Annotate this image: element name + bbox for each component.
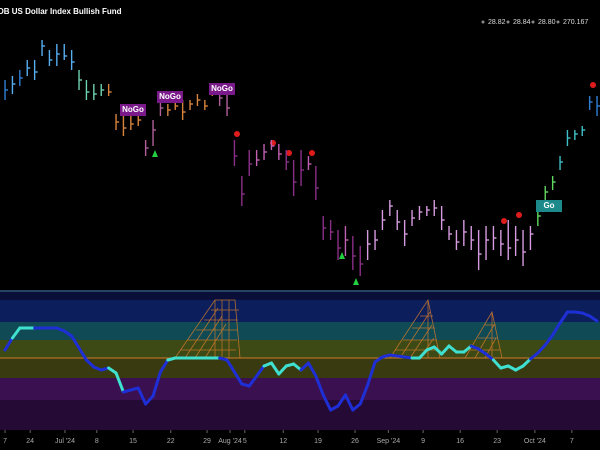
oscillator-segment bbox=[292, 362, 303, 372]
x-tick-label: 26 bbox=[351, 438, 359, 445]
annotation-box bbox=[209, 83, 235, 95]
quote-low: 28.80 bbox=[538, 19, 556, 26]
oscillator-segment bbox=[10, 326, 22, 340]
annotation-box bbox=[120, 104, 146, 116]
x-tick-label: 5 bbox=[243, 438, 247, 445]
oscillator-segment bbox=[358, 383, 370, 406]
band bbox=[0, 322, 600, 340]
annotation: NoGo bbox=[211, 84, 233, 93]
oscillator-segment bbox=[491, 358, 503, 370]
x-tick-label: 23 bbox=[493, 438, 501, 445]
x-tick-label: 9 bbox=[421, 438, 425, 445]
x-tick-label: 24 bbox=[26, 438, 34, 445]
quote-dot bbox=[506, 20, 510, 24]
oscillator-segment bbox=[343, 393, 355, 412]
annotation-box bbox=[157, 91, 183, 103]
quote-open: 28.82 bbox=[488, 19, 506, 26]
oscillator-segment bbox=[151, 370, 162, 398]
x-tick-label: Aug '24 bbox=[218, 438, 242, 445]
oscillator-segment bbox=[277, 364, 288, 376]
oscillator-segment bbox=[462, 344, 473, 354]
cloud-lines bbox=[174, 299, 241, 359]
annotation: NoGo bbox=[159, 92, 181, 101]
oscillator-segment bbox=[484, 352, 495, 362]
oscillator-segment bbox=[77, 346, 88, 362]
quote-dot bbox=[556, 20, 560, 24]
quote-dot bbox=[481, 20, 485, 24]
countertrend-dot bbox=[234, 131, 240, 137]
oscillator-segment bbox=[536, 343, 547, 355]
band bbox=[0, 300, 600, 322]
oscillator-segment bbox=[521, 357, 532, 368]
oscillator-segment bbox=[440, 344, 451, 356]
cloud-lines bbox=[464, 310, 503, 359]
x-tick-label: 12 bbox=[279, 438, 287, 445]
oscillator-segment bbox=[114, 371, 125, 394]
oscillator-cloud bbox=[174, 298, 503, 359]
oscillator-segment bbox=[306, 361, 318, 378]
oscillator-segment bbox=[432, 345, 444, 356]
x-tick-label: Sep '24 bbox=[377, 438, 401, 445]
oscillator-segment bbox=[299, 361, 310, 372]
oscillator-segment bbox=[3, 336, 14, 352]
signal-markers bbox=[152, 82, 596, 285]
oscillator-segment bbox=[232, 370, 244, 386]
band bbox=[0, 378, 600, 400]
oscillator-segment bbox=[588, 314, 599, 323]
oscillator-segment bbox=[247, 374, 259, 388]
band bbox=[0, 292, 600, 300]
countertrend-dot bbox=[501, 218, 507, 224]
countertrend-dot bbox=[286, 150, 292, 156]
countertrend-dot bbox=[309, 150, 315, 156]
trend-triangle bbox=[353, 278, 359, 285]
countertrend-dot bbox=[516, 212, 522, 218]
oscillator-segment bbox=[84, 358, 96, 369]
x-tick-label: 15 bbox=[129, 438, 137, 445]
x-tick-label: 19 bbox=[314, 438, 322, 445]
quote: 28.82 28.84 28.80 270.167 bbox=[481, 19, 588, 26]
chart-title: DB US Dollar Index Bullish Fund bbox=[0, 7, 122, 16]
oscillator-segment bbox=[136, 386, 148, 406]
oscillator-segment bbox=[543, 333, 555, 347]
x-tick-label: 16 bbox=[456, 438, 464, 445]
annotation: NoGo bbox=[122, 105, 144, 114]
oscillator-segment bbox=[551, 321, 562, 337]
oscillator-segment bbox=[366, 360, 377, 387]
oscillator-segment bbox=[528, 351, 540, 361]
quote-close: 270.167 bbox=[563, 19, 588, 26]
oscillator-segment bbox=[447, 344, 458, 354]
oscillator-segment bbox=[144, 394, 155, 406]
cloud-lines bbox=[389, 298, 441, 359]
oscillator-segment bbox=[417, 348, 429, 360]
oscillator-segment bbox=[314, 374, 325, 397]
x-tick-label: 22 bbox=[167, 438, 175, 445]
oscillator-segment bbox=[225, 358, 236, 374]
band bbox=[0, 340, 600, 358]
annotation: Go bbox=[543, 201, 554, 210]
quote-dot bbox=[531, 20, 535, 24]
x-tick-label: Oct '24 bbox=[524, 438, 546, 445]
trend-triangle bbox=[339, 252, 345, 259]
oscillator-segment bbox=[351, 402, 362, 412]
quote-high: 28.84 bbox=[513, 19, 531, 26]
oscillator-segment bbox=[255, 364, 266, 378]
oscillator-segment bbox=[336, 393, 347, 408]
x-tick-label: 29 bbox=[203, 438, 211, 445]
oscillator-bands bbox=[0, 292, 600, 430]
oscillator-segment bbox=[321, 393, 333, 412]
x-tick-label: 7 bbox=[570, 438, 574, 445]
x-tick-label: 8 bbox=[95, 438, 99, 445]
annotation-box bbox=[536, 200, 562, 212]
trend-triangle bbox=[152, 150, 158, 157]
oscillator-segment bbox=[269, 361, 281, 376]
countertrend-dot bbox=[590, 82, 596, 88]
band bbox=[0, 400, 600, 430]
oscillator-segment bbox=[70, 334, 81, 350]
x-tick-label: 7 bbox=[3, 438, 7, 445]
oscillator-segment bbox=[558, 310, 569, 325]
oscillator-segment bbox=[158, 358, 170, 374]
x-tick-label: Jul '24 bbox=[55, 438, 75, 445]
